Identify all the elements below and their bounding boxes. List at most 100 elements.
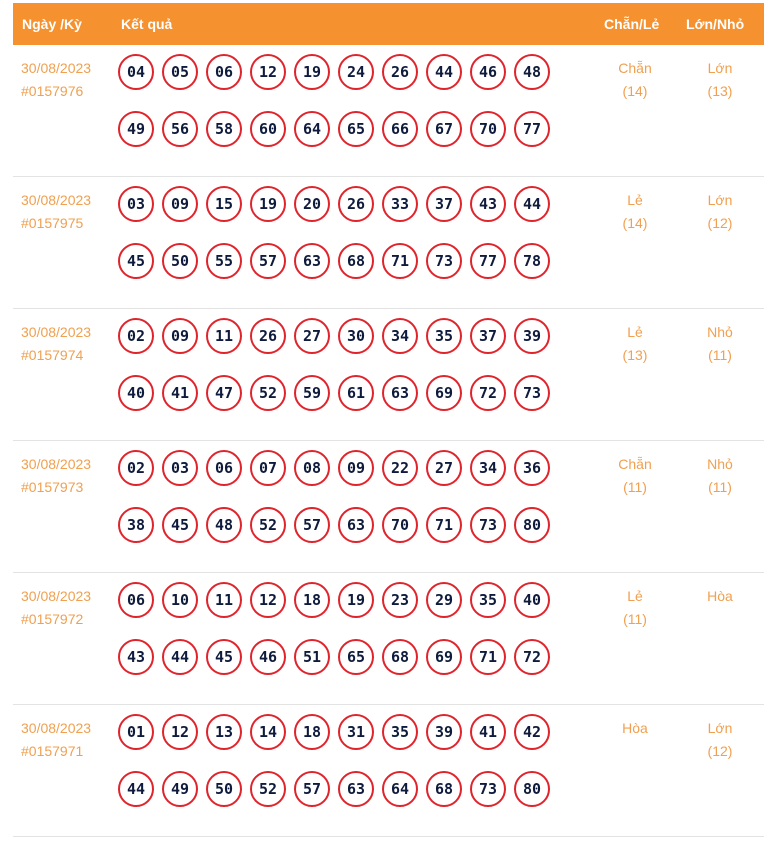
- header-result: Kết quả: [121, 16, 173, 32]
- table-row: 30/08/2023 #0157976 04 05 06 12 19 24 26 44 46 48 49…: [13, 45, 764, 177]
- number-ball: 06: [206, 54, 242, 90]
- draw-date-cell: 30/08/2023 #0157974: [21, 321, 91, 367]
- number-ball: 42: [514, 714, 550, 750]
- draw-id: #0157971: [21, 743, 84, 759]
- number-ball: 08: [294, 450, 330, 486]
- number-ball: 46: [470, 54, 506, 90]
- number-ball: 80: [514, 771, 550, 807]
- number-ball: 30: [338, 318, 374, 354]
- number-ball: 12: [250, 582, 286, 618]
- number-ball: 58: [206, 111, 242, 147]
- number-ball: 56: [162, 111, 198, 147]
- chan-le-count: (14): [622, 83, 648, 99]
- number-ball: 29: [426, 582, 462, 618]
- chan-le-value: Chẵn: [618, 60, 652, 76]
- number-ball: 12: [250, 54, 286, 90]
- number-ball: 72: [514, 639, 550, 675]
- number-ball: 19: [338, 582, 374, 618]
- number-ball: 35: [426, 318, 462, 354]
- lon-nho-count: (12): [707, 743, 733, 759]
- number-ball: 36: [514, 450, 550, 486]
- number-ball: 03: [118, 186, 154, 222]
- number-ball: 63: [382, 375, 418, 411]
- number-ball: 72: [470, 375, 506, 411]
- result-numbers: 04 05 06 12 19 24 26 44 46 48 49 56 58 60 64 65 66 67 70 77: [118, 54, 568, 147]
- lon-nho-cell: Hòa: [690, 585, 750, 608]
- results-table: Ngày /Kỳ Kết quả Chẵn/Lẻ Lớn/Nhỏ 30/08/2…: [13, 3, 764, 837]
- result-numbers: 06 10 11 12 18 19 23 29 35 40 43 44 45 46 51 65 68 69 71 72: [118, 582, 568, 675]
- number-ball: 64: [294, 111, 330, 147]
- draw-id: #0157973: [21, 479, 84, 495]
- draw-date-cell: 30/08/2023 #0157973: [21, 453, 91, 499]
- number-ball: 41: [162, 375, 198, 411]
- number-ball: 04: [118, 54, 154, 90]
- draw-date: 30/08/2023: [21, 588, 92, 604]
- number-ball: 43: [470, 186, 506, 222]
- draw-date: 30/08/2023: [21, 456, 92, 472]
- chan-le-cell: Lẻ (14): [605, 189, 665, 235]
- lon-nho-cell: Nhỏ (11): [690, 453, 750, 499]
- number-ball: 49: [118, 111, 154, 147]
- number-ball: 26: [338, 186, 374, 222]
- lon-nho-count: (12): [707, 215, 733, 231]
- number-ball: 73: [470, 771, 506, 807]
- number-ball: 68: [338, 243, 374, 279]
- number-ball: 50: [206, 771, 242, 807]
- lon-nho-count: (11): [708, 479, 732, 495]
- header-lon-nho: Lớn/Nhỏ: [686, 16, 745, 32]
- number-ball: 23: [382, 582, 418, 618]
- number-ball: 64: [382, 771, 418, 807]
- chan-le-value: Lẻ: [627, 192, 643, 208]
- draw-date: 30/08/2023: [21, 60, 92, 76]
- table-row: 30/08/2023 #0157971 01 12 13 14 18 31 35 39 41 42 44…: [13, 705, 764, 837]
- result-numbers: 03 09 15 19 20 26 33 37 43 44 45 50 55 57 63 68 71 73 77 78: [118, 186, 568, 279]
- number-ball: 57: [294, 507, 330, 543]
- number-ball: 33: [382, 186, 418, 222]
- number-ball: 20: [294, 186, 330, 222]
- header-chan-le: Chẵn/Lẻ: [604, 16, 660, 32]
- number-ball: 71: [382, 243, 418, 279]
- result-numbers: 01 12 13 14 18 31 35 39 41 42 44 49 50 52 57 63 64 68 73 80: [118, 714, 568, 807]
- draw-date: 30/08/2023: [21, 192, 92, 208]
- number-ball: 15: [206, 186, 242, 222]
- number-ball: 39: [426, 714, 462, 750]
- number-ball: 35: [470, 582, 506, 618]
- number-ball: 41: [470, 714, 506, 750]
- number-ball: 45: [162, 507, 198, 543]
- number-ball: 39: [514, 318, 550, 354]
- draw-date: 30/08/2023: [21, 324, 92, 340]
- number-ball: 73: [470, 507, 506, 543]
- number-ball: 26: [382, 54, 418, 90]
- number-ball: 34: [470, 450, 506, 486]
- number-ball: 70: [470, 111, 506, 147]
- number-ball: 26: [250, 318, 286, 354]
- result-numbers: 02 03 06 07 08 09 22 27 34 36 38 45 48 52 57 63 70 71 73 80: [118, 450, 568, 543]
- number-ball: 55: [206, 243, 242, 279]
- number-ball: 19: [250, 186, 286, 222]
- number-ball: 57: [250, 243, 286, 279]
- number-ball: 70: [382, 507, 418, 543]
- number-ball: 47: [206, 375, 242, 411]
- number-ball: 09: [162, 318, 198, 354]
- number-ball: 18: [294, 582, 330, 618]
- number-ball: 19: [294, 54, 330, 90]
- number-ball: 05: [162, 54, 198, 90]
- number-ball: 11: [206, 582, 242, 618]
- number-ball: 43: [118, 639, 154, 675]
- lon-nho-cell: Lớn (12): [690, 189, 750, 235]
- number-ball: 69: [426, 375, 462, 411]
- number-ball: 78: [514, 243, 550, 279]
- number-ball: 40: [118, 375, 154, 411]
- number-ball: 51: [294, 639, 330, 675]
- number-ball: 50: [162, 243, 198, 279]
- number-ball: 40: [514, 582, 550, 618]
- lon-nho-value: Nhỏ: [707, 456, 733, 472]
- draw-date-cell: 30/08/2023 #0157975: [21, 189, 91, 235]
- number-ball: 71: [426, 507, 462, 543]
- number-ball: 09: [162, 186, 198, 222]
- number-ball: 45: [206, 639, 242, 675]
- number-ball: 44: [426, 54, 462, 90]
- number-ball: 65: [338, 639, 374, 675]
- number-ball: 34: [382, 318, 418, 354]
- number-ball: 52: [250, 507, 286, 543]
